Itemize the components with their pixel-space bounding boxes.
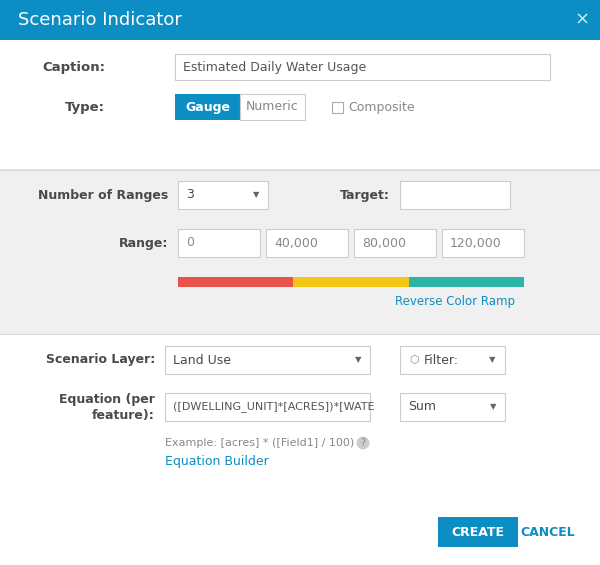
Bar <box>0 334 600 335</box>
Bar <box>0 170 600 171</box>
Text: Filter:: Filter: <box>424 354 459 367</box>
Text: Scenario Indicator: Scenario Indicator <box>18 11 182 29</box>
Text: ▼: ▼ <box>253 190 259 199</box>
Bar <box>0 170 600 335</box>
Bar <box>442 229 524 257</box>
Text: ▼: ▼ <box>355 355 361 364</box>
Bar <box>240 94 305 120</box>
Bar <box>0 500 600 565</box>
Text: 40,000: 40,000 <box>274 237 318 250</box>
Bar <box>178 277 293 287</box>
Text: Sum: Sum <box>408 401 436 414</box>
Text: Example: [acres] * ([Field1] / 100): Example: [acres] * ([Field1] / 100) <box>165 438 354 448</box>
Text: Equation (per: Equation (per <box>59 393 155 406</box>
Text: Numeric: Numeric <box>245 101 298 114</box>
Text: Target:: Target: <box>340 189 390 202</box>
Bar <box>354 229 436 257</box>
Text: 80,000: 80,000 <box>362 237 406 250</box>
Bar <box>0 169 600 170</box>
Text: Equation Builder: Equation Builder <box>165 454 269 467</box>
Text: ▼: ▼ <box>489 355 495 364</box>
Bar <box>178 229 260 257</box>
Text: ×: × <box>574 11 590 29</box>
Text: Composite: Composite <box>348 101 415 114</box>
Bar <box>438 517 518 547</box>
Text: ⬡: ⬡ <box>409 355 419 365</box>
Text: Number of Ranges: Number of Ranges <box>38 189 168 202</box>
Text: 3: 3 <box>186 189 194 202</box>
Text: 0: 0 <box>186 237 194 250</box>
Text: Type:: Type: <box>65 101 105 114</box>
Bar <box>400 346 505 374</box>
Bar <box>178 181 268 209</box>
Bar <box>175 94 240 120</box>
Bar <box>293 277 409 287</box>
Text: feature):: feature): <box>92 408 155 421</box>
Text: ?: ? <box>361 438 365 448</box>
Text: Estimated Daily Water Usage: Estimated Daily Water Usage <box>183 60 366 73</box>
Bar <box>0 335 600 500</box>
Bar <box>165 346 370 374</box>
Bar <box>400 181 510 209</box>
Bar <box>0 0 600 40</box>
Text: Reverse Color Ramp: Reverse Color Ramp <box>395 294 515 307</box>
Bar <box>0 40 600 170</box>
Bar <box>175 54 550 80</box>
Text: Scenario Layer:: Scenario Layer: <box>46 354 155 367</box>
Text: Caption:: Caption: <box>42 60 105 73</box>
Text: ▼: ▼ <box>490 402 496 411</box>
Bar <box>266 229 348 257</box>
Text: CREATE: CREATE <box>452 525 505 538</box>
Bar <box>400 393 505 421</box>
Text: 120,000: 120,000 <box>450 237 502 250</box>
Text: ([DWELLING_UNIT]*[ACRES])*[WATE: ([DWELLING_UNIT]*[ACRES])*[WATE <box>173 402 374 412</box>
Bar <box>409 277 524 287</box>
Bar <box>165 393 370 421</box>
Bar <box>332 102 343 113</box>
Text: Gauge: Gauge <box>185 101 230 114</box>
Text: Land Use: Land Use <box>173 354 231 367</box>
Text: Range:: Range: <box>119 237 168 250</box>
Text: CANCEL: CANCEL <box>521 525 575 538</box>
